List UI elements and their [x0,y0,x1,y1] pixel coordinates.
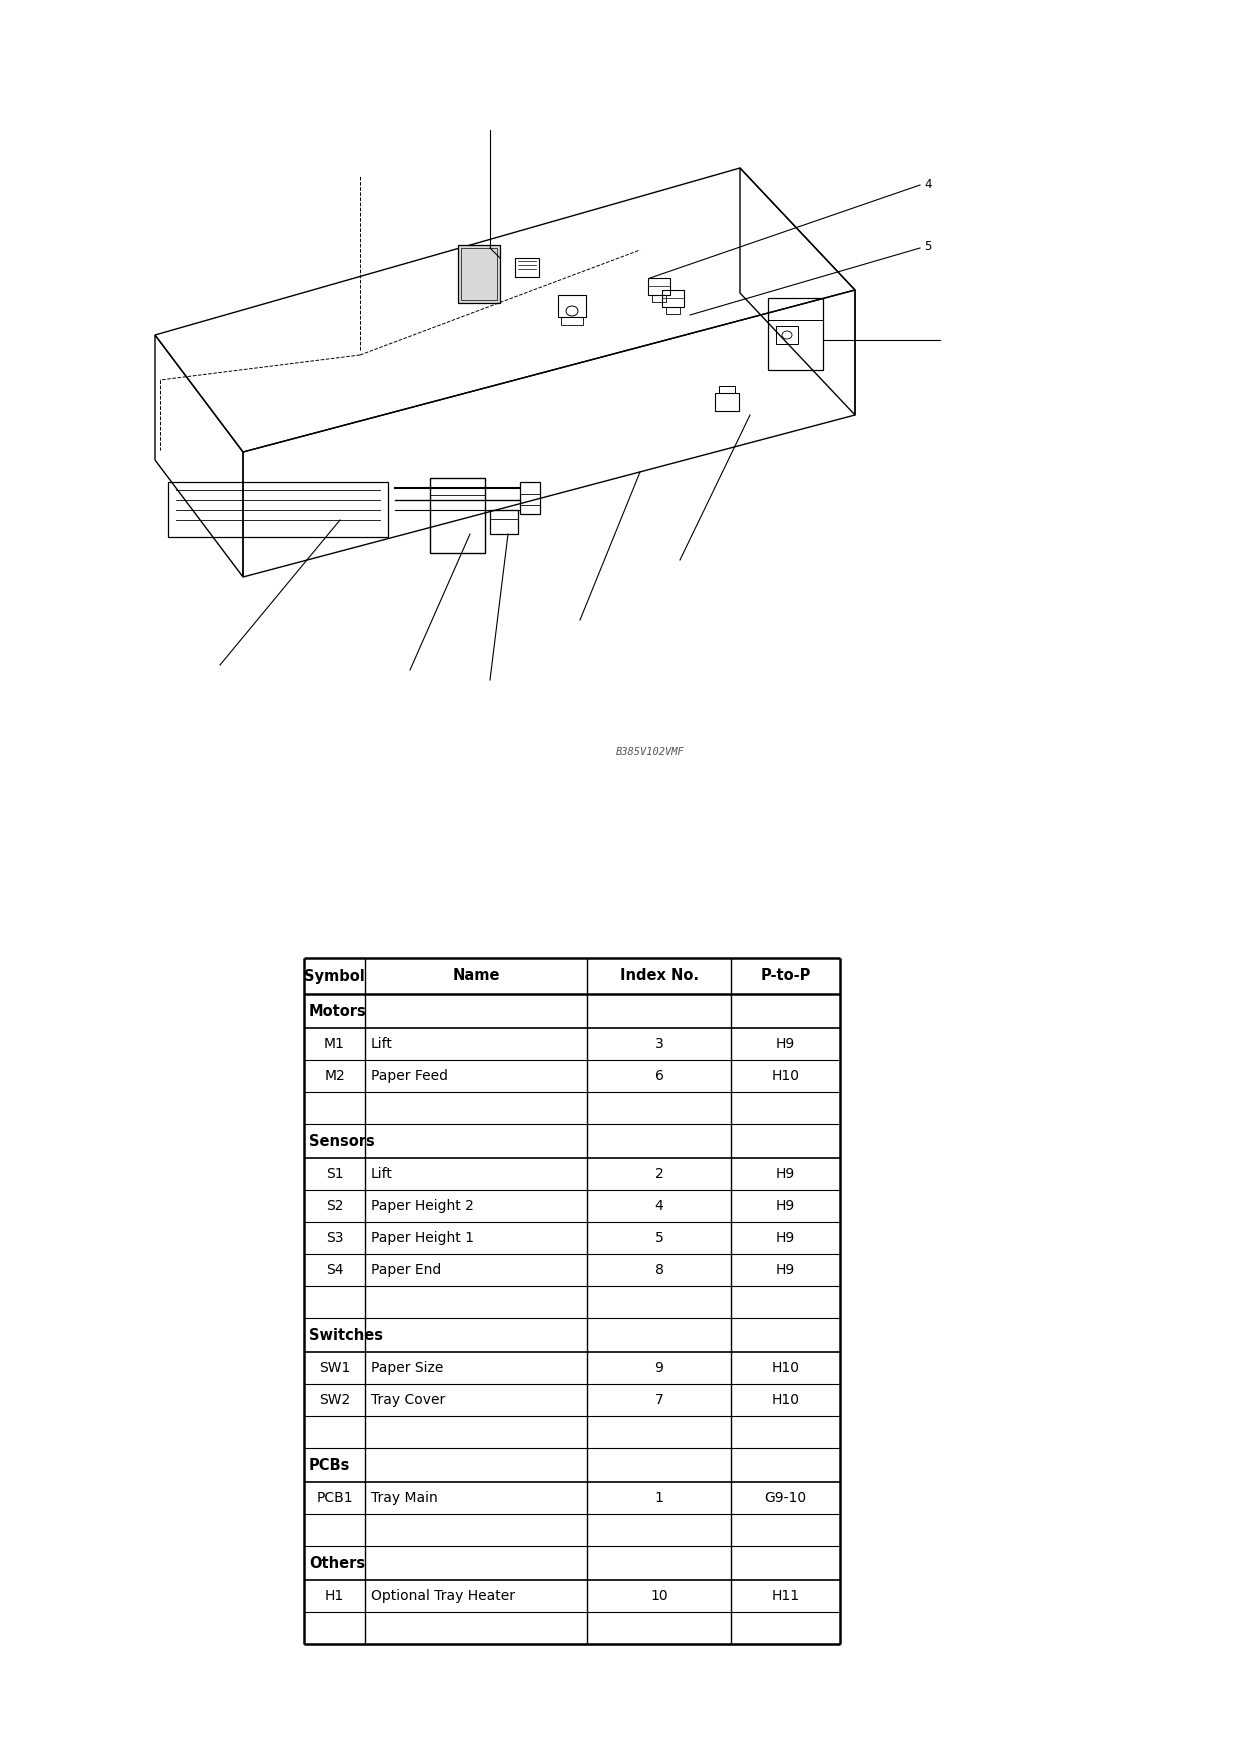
Text: Index No.: Index No. [620,968,698,984]
Bar [648,277,669,295]
Text: 2: 2 [655,1166,663,1180]
Text: Tray Main: Tray Main [371,1491,437,1505]
Text: H10: H10 [771,1393,800,1407]
Text: Switches: Switches [309,1328,383,1342]
Text: H10: H10 [771,1068,800,1082]
Text: 9: 9 [655,1361,663,1375]
Bar [561,317,582,324]
Text: Lift: Lift [371,1037,392,1051]
Text: S3: S3 [325,1231,343,1245]
Text: 4: 4 [924,177,932,191]
Text: G9-10: G9-10 [764,1491,806,1505]
Bar [430,479,484,553]
Text: SW2: SW2 [319,1393,350,1407]
Text: Motors: Motors [309,1003,366,1019]
Text: 10: 10 [651,1589,668,1603]
Text: Symbol: Symbol [304,968,365,984]
Text: PCBs: PCBs [309,1458,350,1473]
Text: Paper Height 2: Paper Height 2 [371,1200,474,1214]
Text: H9: H9 [776,1037,795,1051]
Bar [515,258,539,277]
Text: Lift: Lift [371,1166,392,1180]
Bar [666,307,681,314]
Text: M1: M1 [324,1037,345,1051]
Text: Optional Tray Heater: Optional Tray Heater [371,1589,515,1603]
Text: Others: Others [309,1556,365,1570]
Bar [461,247,497,300]
Text: PCB1: PCB1 [317,1491,353,1505]
Bar [768,298,823,370]
Text: Paper Feed: Paper Feed [371,1068,448,1082]
Text: 7: 7 [655,1393,663,1407]
Bar [558,295,586,317]
Bar [715,393,739,410]
Bar [652,295,666,302]
Text: 1: 1 [655,1491,663,1505]
Text: Sensors: Sensors [309,1133,375,1149]
Text: 5: 5 [655,1231,663,1245]
Text: H9: H9 [776,1231,795,1245]
Bar [662,289,684,307]
Bar [491,510,518,533]
Text: H1: H1 [325,1589,344,1603]
Text: P-to-P: P-to-P [760,968,811,984]
Text: Paper Height 1: Paper Height 1 [371,1231,474,1245]
Text: S4: S4 [325,1263,343,1277]
Text: 8: 8 [655,1263,663,1277]
Text: H9: H9 [776,1166,795,1180]
Text: 3: 3 [655,1037,663,1051]
Text: H9: H9 [776,1263,795,1277]
Text: S1: S1 [325,1166,343,1180]
Text: H11: H11 [771,1589,800,1603]
Text: Name: Name [452,968,499,984]
Text: 4: 4 [655,1200,663,1214]
Text: Tray Cover: Tray Cover [371,1393,445,1407]
Text: H9: H9 [776,1200,795,1214]
Text: Paper End: Paper End [371,1263,441,1277]
Bar [168,482,388,537]
Text: Paper Size: Paper Size [371,1361,443,1375]
Bar [520,482,540,514]
Bar [719,386,735,393]
Text: 5: 5 [924,240,932,254]
Text: S2: S2 [325,1200,343,1214]
Text: M2: M2 [324,1068,345,1082]
Text: 6: 6 [655,1068,663,1082]
Bar [776,326,799,344]
Text: H10: H10 [771,1361,800,1375]
Bar [458,246,501,303]
Text: SW1: SW1 [319,1361,350,1375]
Text: B385V102VMF: B385V102VMF [616,747,684,758]
